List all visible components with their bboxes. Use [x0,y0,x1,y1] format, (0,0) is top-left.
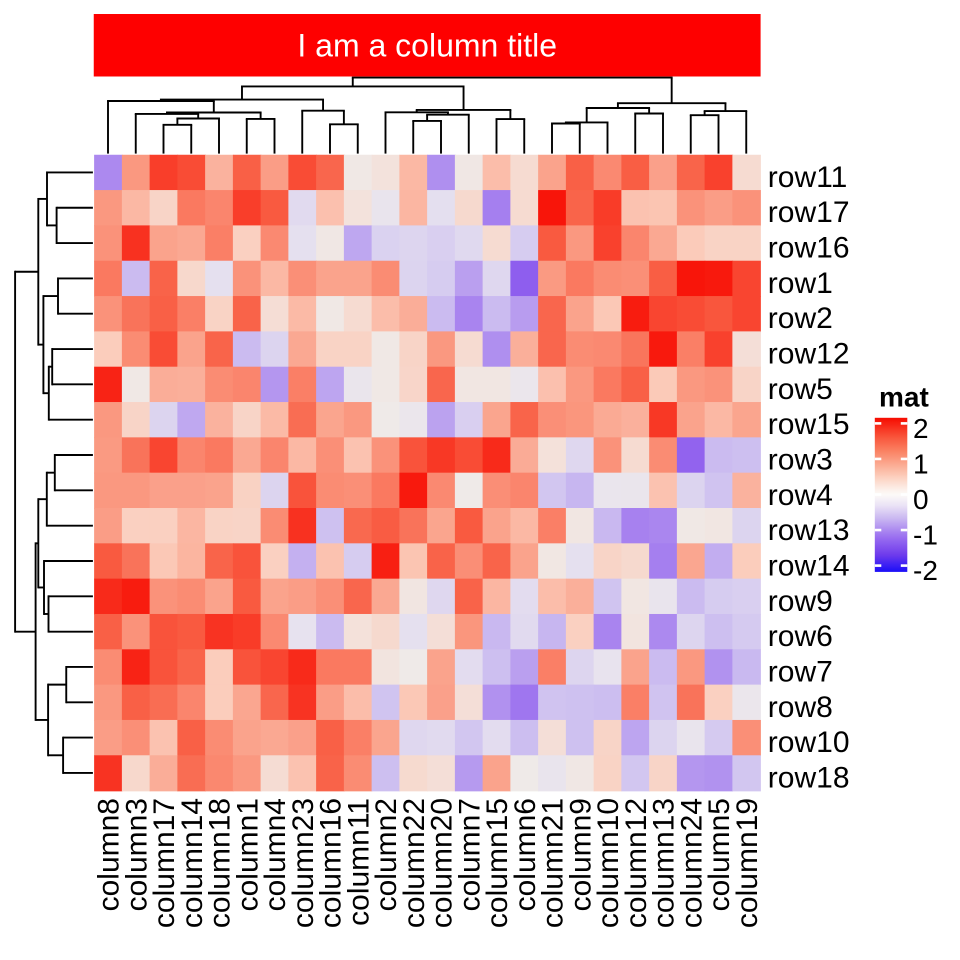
svg-text:row13: row13 [768,514,850,547]
svg-text:column11: column11 [342,798,375,926]
svg-text:column15: column15 [481,798,514,928]
svg-text:column6: column6 [509,798,542,911]
svg-text:column9: column9 [564,798,597,911]
svg-text:column4: column4 [259,798,292,911]
svg-text:row5: row5 [768,373,833,406]
svg-text:I am a column title: I am a column title [297,27,557,63]
svg-text:column10: column10 [592,798,625,928]
svg-text:row17: row17 [768,196,850,229]
svg-text:row4: row4 [768,479,833,512]
svg-text:column19: column19 [731,798,764,928]
svg-text:row7: row7 [768,655,833,688]
svg-text:mat: mat [879,382,929,413]
svg-text:row11: row11 [768,161,847,194]
svg-text:column21: column21 [537,798,570,928]
svg-text:row15: row15 [768,408,850,441]
svg-text:row2: row2 [768,302,833,335]
svg-text:column22: column22 [398,798,431,928]
svg-text:column7: column7 [453,798,486,911]
svg-text:0: 0 [913,484,929,515]
svg-text:column13: column13 [648,798,681,928]
svg-text:row14: row14 [768,549,850,582]
svg-text:column24: column24 [675,798,708,928]
svg-text:column16: column16 [315,798,348,928]
svg-text:row3: row3 [768,444,833,477]
svg-text:column20: column20 [426,798,459,928]
svg-text:column18: column18 [204,798,237,928]
svg-text:column14: column14 [176,798,209,928]
svg-text:-2: -2 [913,555,938,586]
svg-text:2: 2 [913,413,929,444]
svg-text:row12: row12 [768,338,850,371]
svg-text:column12: column12 [620,798,653,928]
svg-text:row16: row16 [768,232,850,265]
svg-text:row18: row18 [768,761,850,794]
svg-text:column1: column1 [231,798,264,911]
svg-text:-1: -1 [913,520,938,551]
svg-text:column2: column2 [370,798,403,911]
svg-text:column3: column3 [120,798,153,911]
svg-text:column8: column8 [93,798,126,911]
svg-text:row1: row1 [768,267,833,300]
svg-text:column17: column17 [148,798,181,928]
svg-text:column23: column23 [287,798,320,928]
svg-text:column5: column5 [703,798,736,911]
svg-text:row8: row8 [768,691,833,724]
svg-text:row10: row10 [768,726,850,759]
svg-text:1: 1 [913,448,929,479]
svg-text:row6: row6 [768,620,833,653]
svg-text:row9: row9 [768,585,833,618]
